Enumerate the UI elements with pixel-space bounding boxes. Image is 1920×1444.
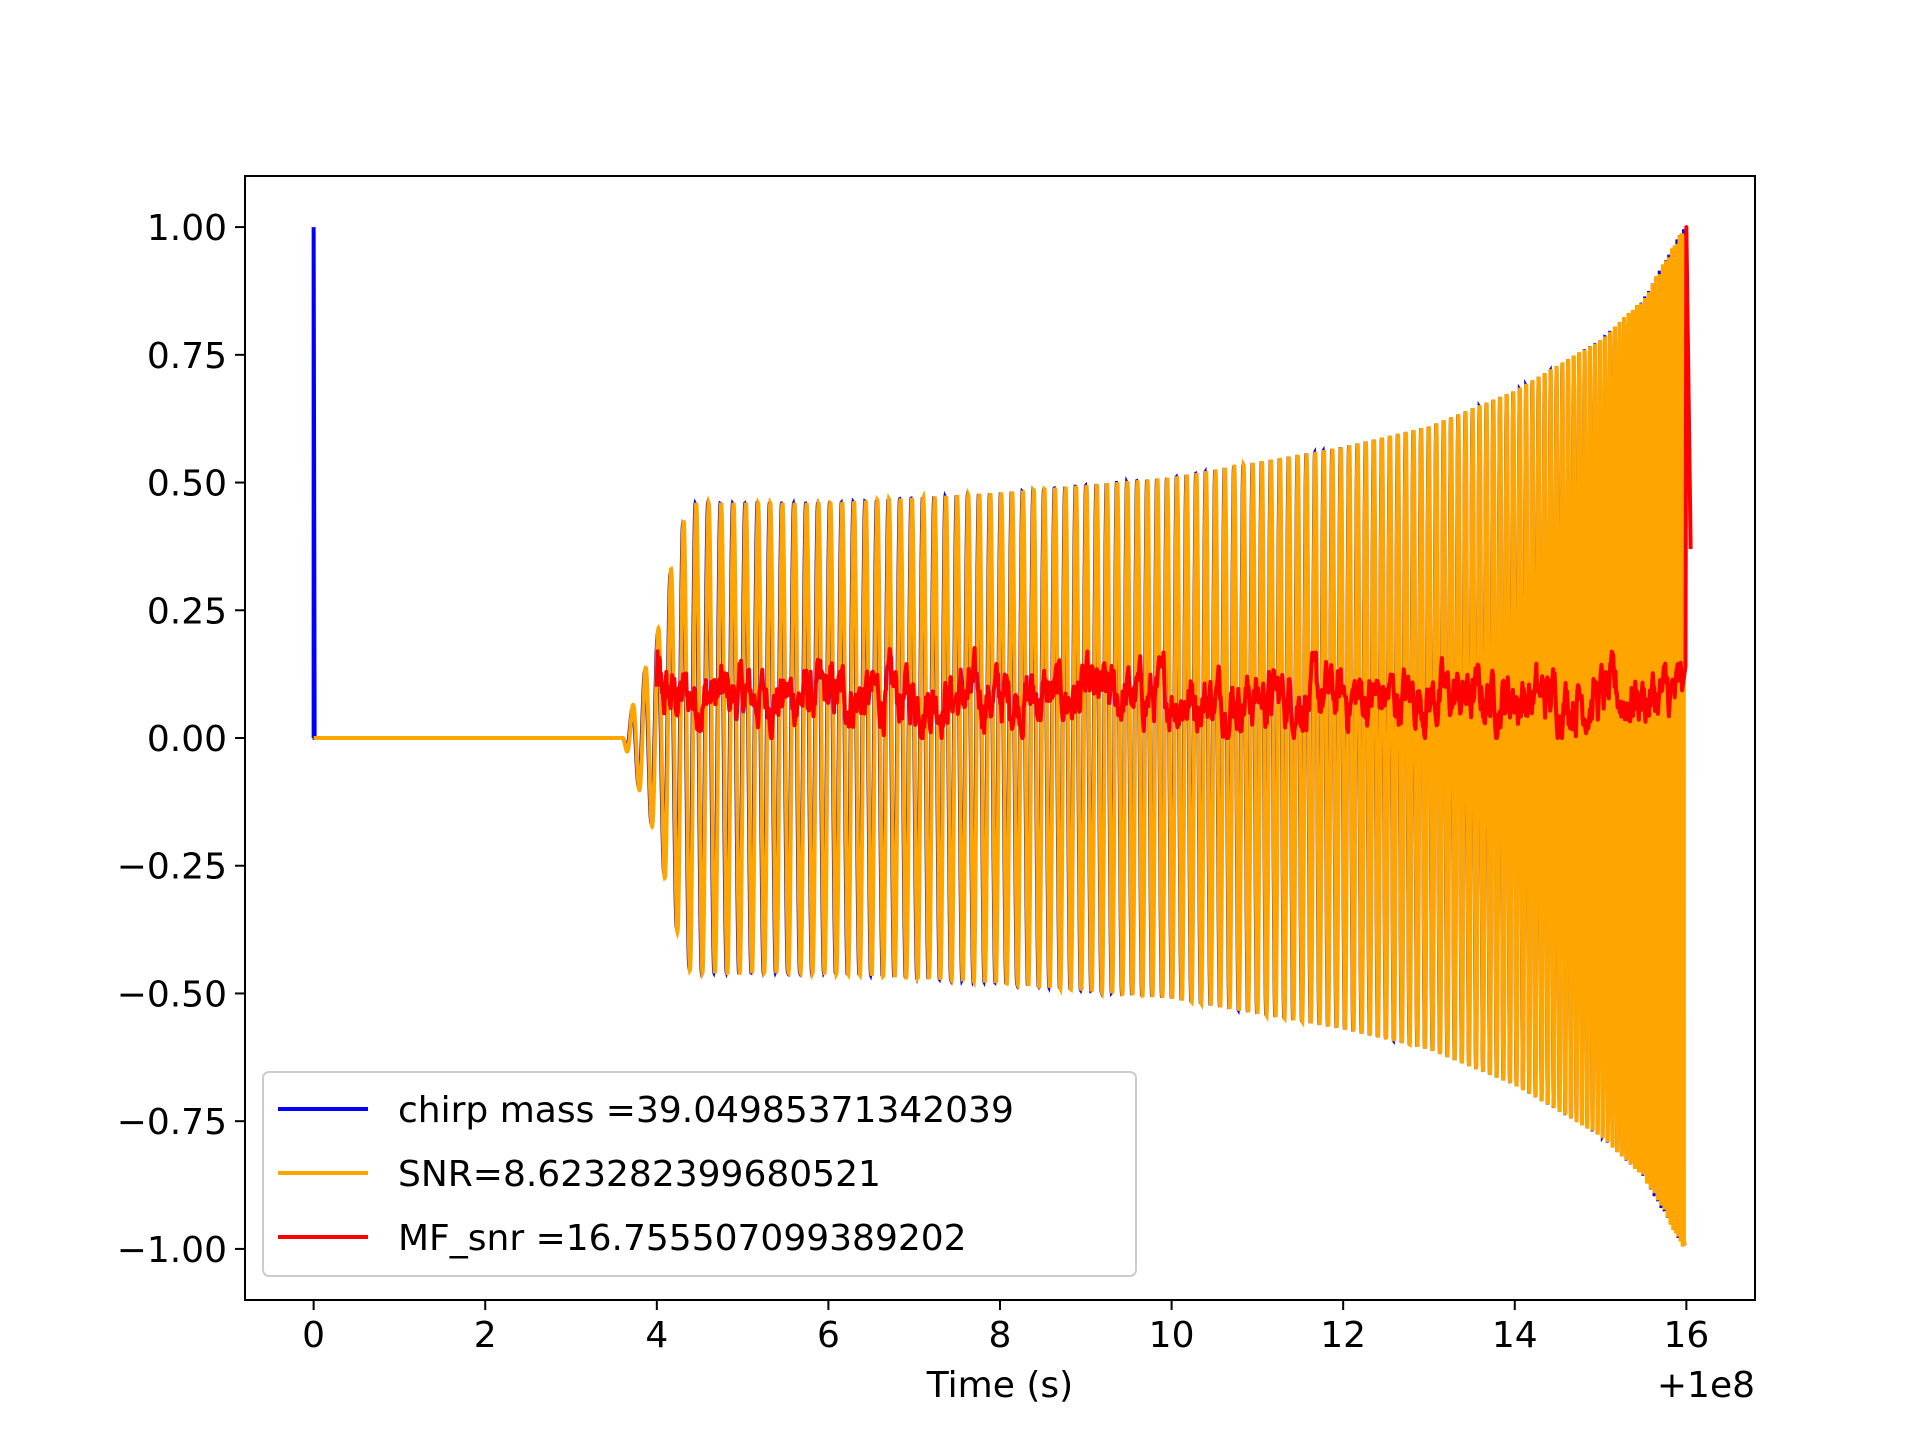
legend: chirp mass =39.04985371342039 SNR=8.62328… bbox=[262, 1071, 1137, 1277]
ticks-layer: 0 2 4 6 8 10 12 14 16 1.00 0.75 0.50 0.25 0.00 −0.25 −0… bbox=[117, 208, 1710, 1356]
series-chirp-mass-spike bbox=[311, 227, 623, 740]
series-snr bbox=[313, 233, 1687, 1247]
x-tick-label: 10 bbox=[1149, 1315, 1195, 1356]
x-tick-label: 16 bbox=[1663, 1315, 1709, 1356]
y-tick-label: 0.00 bbox=[147, 719, 227, 760]
y-tick-label: −0.75 bbox=[117, 1102, 227, 1143]
series-mf-snr-line bbox=[654, 225, 1693, 740]
legend-box bbox=[262, 1071, 1137, 1277]
x-tick-label: 0 bbox=[302, 1315, 325, 1356]
x-tick-label: 6 bbox=[817, 1315, 840, 1356]
y-tick-label: 0.75 bbox=[147, 336, 227, 377]
y-tick-label: 0.25 bbox=[147, 591, 227, 632]
y-tick-label: −0.50 bbox=[117, 974, 227, 1015]
y-tick-label: 0.50 bbox=[147, 464, 227, 505]
y-tick-label: −1.00 bbox=[117, 1230, 227, 1271]
series-layer bbox=[311, 225, 1693, 1247]
legend-label: chirp mass =39.04985371342039 bbox=[398, 1090, 1014, 1131]
y-tick-label: 1.00 bbox=[147, 208, 227, 249]
x-tick-label: 14 bbox=[1492, 1315, 1538, 1356]
legend-label: SNR=8.623282399680521 bbox=[398, 1154, 881, 1195]
legend-label: MF_snr =16.755507099389202 bbox=[398, 1218, 967, 1259]
x-tick-label: 12 bbox=[1320, 1315, 1366, 1356]
series-mf-snr bbox=[654, 225, 1693, 740]
x-offset-label: +1e8 bbox=[1657, 1365, 1755, 1406]
x-tick-label: 8 bbox=[989, 1315, 1012, 1356]
y-tick-label: −0.25 bbox=[117, 847, 227, 888]
x-tick-label: 2 bbox=[474, 1315, 497, 1356]
x-tick-label: 4 bbox=[645, 1315, 668, 1356]
x-axis-label: Time (s) bbox=[926, 1365, 1073, 1406]
series-snr-line bbox=[313, 233, 1687, 1247]
